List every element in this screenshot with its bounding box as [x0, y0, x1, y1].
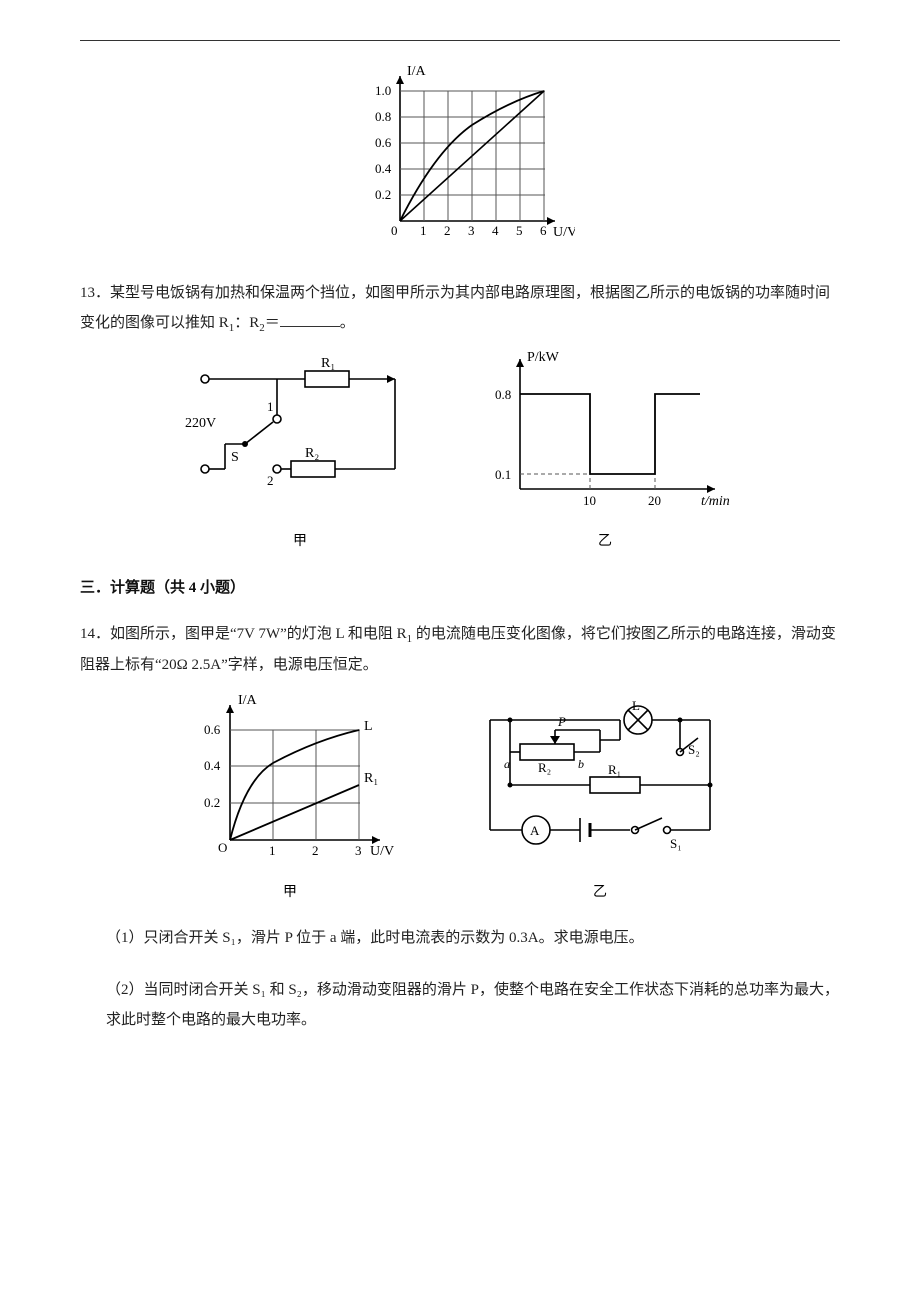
slider-p-label: P	[557, 714, 566, 729]
tick-0: 0	[391, 223, 398, 238]
q14-circuit: A L P a b R₂ R₁ S₂ S₁	[460, 690, 740, 870]
ammeter-label: A	[530, 823, 540, 838]
ytick-08: 0.8	[495, 387, 511, 402]
svg-text:0.6: 0.6	[204, 722, 221, 737]
pos1-label: 1	[267, 399, 274, 414]
q14-ylabel: I/A	[238, 693, 258, 708]
q14-graph: I/A U/V O 1 2 3 0.2 0.4 0.6 L R₁	[180, 690, 400, 870]
q13-powergraph: P/kW t/min 0.8 0.1 10 20	[475, 349, 735, 519]
q14-part1: （1）只闭合开关 S₁，滑片 P 位于 a 端，此时电流表的示数为 0.3A。求…	[80, 923, 840, 953]
top-rule	[80, 40, 840, 41]
s1-label: S₁	[670, 836, 682, 851]
q14: 14．如图所示，图甲是“7V 7W”的灯泡 L 和电阻 R1 的电流随电压变化图…	[80, 619, 840, 680]
y-axis-label: I/A	[407, 64, 427, 79]
q13: 13．某型号电饭锅有加热和保温两个挡位，如图甲所示为其内部电路原理图，根据图乙所…	[80, 278, 840, 339]
q13-circuit: R₁ R₂ 220V S 1 2	[185, 349, 415, 519]
r1-label: R₁	[321, 356, 335, 371]
svg-text:3: 3	[468, 223, 475, 238]
R1-line-label: R₁	[364, 771, 378, 786]
s-label: S	[231, 450, 239, 465]
pos2-label: 2	[267, 473, 274, 488]
r1-branch-label: R₁	[608, 762, 621, 777]
svg-text:0.8: 0.8	[375, 109, 391, 124]
svg-text:2: 2	[312, 843, 319, 858]
q13-powergraph-wrap: P/kW t/min 0.8 0.1 10 20 乙	[475, 349, 735, 550]
q14-figures: I/A U/V O 1 2 3 0.2 0.4 0.6 L R₁ 甲	[80, 690, 840, 901]
q13-mid: ：R	[234, 315, 259, 331]
lamp-label: L	[632, 698, 640, 713]
svg-text:0.2: 0.2	[204, 795, 220, 810]
p-ylabel: P/kW	[527, 350, 560, 365]
L-curve-label: L	[364, 719, 373, 734]
q13-end: 。	[340, 315, 355, 331]
q13-powergraph-caption: 乙	[475, 530, 735, 550]
xtick-10: 10	[583, 493, 596, 508]
q14-graph-caption: 甲	[180, 881, 400, 901]
q14-graph-wrap: I/A U/V O 1 2 3 0.2 0.4 0.6 L R₁ 甲	[180, 690, 400, 901]
iv-graph-12: I/A U/V 0 1 2 3 4 5 6 0.2 0.4 0.6 0.8 1.…	[345, 61, 575, 251]
a-label: a	[504, 757, 510, 771]
svg-text:4: 4	[492, 223, 499, 238]
r2-label: R₂	[538, 760, 551, 775]
svg-text:0.4: 0.4	[375, 161, 392, 176]
ytick-01: 0.1	[495, 467, 511, 482]
svg-text:5: 5	[516, 223, 523, 238]
r2-label: R₂	[305, 446, 319, 461]
svg-text:1: 1	[420, 223, 427, 238]
q13-blank	[280, 310, 340, 328]
svg-text:6: 6	[540, 223, 547, 238]
q13-number: 13．	[80, 285, 110, 301]
origin-label: O	[218, 840, 227, 855]
q14-text-a: 如图所示，图甲是“7V 7W”的灯泡 L 和电阻 R	[110, 626, 407, 642]
svg-text:0.2: 0.2	[375, 187, 391, 202]
voltage-label: 220V	[185, 416, 216, 431]
xtick-20: 20	[648, 493, 661, 508]
b-label: b	[578, 757, 584, 771]
q13-circuit-wrap: R₁ R₂ 220V S 1 2 甲	[185, 349, 415, 550]
q14-number: 14．	[80, 626, 110, 642]
page: I/A U/V 0 1 2 3 4 5 6 0.2 0.4 0.6 0.8 1.…	[0, 0, 920, 1105]
q13-text: 某型号电饭锅有加热和保温两个挡位，如图甲所示为其内部电路原理图，根据图乙所示的电…	[80, 285, 830, 331]
q14-circuit-wrap: A L P a b R₂ R₁ S₂ S₁ 乙	[460, 690, 740, 901]
svg-text:1: 1	[269, 843, 276, 858]
q12-figure: I/A U/V 0 1 2 3 4 5 6 0.2 0.4 0.6 0.8 1.…	[80, 61, 840, 256]
svg-text:3: 3	[355, 843, 362, 858]
q13-figures: R₁ R₂ 220V S 1 2 甲	[80, 349, 840, 550]
p-xlabel: t/min	[701, 494, 730, 509]
x-axis-label: U/V	[553, 225, 575, 240]
q13-eq: ＝	[265, 315, 280, 331]
section-3-title: 三．计算题（共 4 小题）	[80, 576, 840, 597]
q14-xlabel: U/V	[370, 844, 394, 859]
svg-text:2: 2	[444, 223, 451, 238]
s2-label: S₂	[688, 742, 700, 757]
svg-text:0.4: 0.4	[204, 758, 221, 773]
svg-text:0.6: 0.6	[375, 135, 392, 150]
svg-text:1.0: 1.0	[375, 83, 391, 98]
q14-circuit-caption: 乙	[460, 881, 740, 901]
q13-circuit-caption: 甲	[185, 530, 415, 550]
q14-part2: （2）当同时闭合开关 S₁ 和 S₂，移动滑动变阻器的滑片 P，使整个电路在安全…	[80, 975, 840, 1035]
